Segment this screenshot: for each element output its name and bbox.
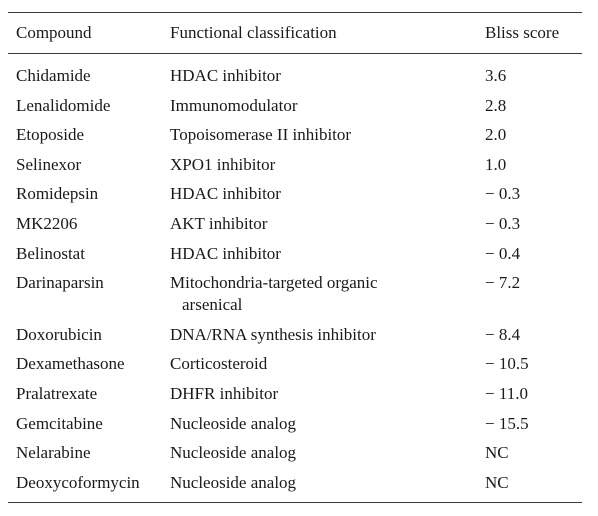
classification-text: DHFR inhibitor	[170, 383, 279, 403]
compound-cell: Etoposide	[16, 125, 84, 145]
table-row: Darinaparsin Mitochondria-targeted organi…	[8, 268, 582, 320]
bliss-score-cell: 1.0	[485, 154, 507, 174]
classification-cell: Mitochondria-targeted organic arsenical	[170, 272, 485, 316]
header-rule	[8, 53, 582, 54]
table-row: MK2206 AKT inhibitor − 0.3	[8, 209, 582, 239]
classification-text: HDAC inhibitor	[170, 66, 281, 85]
table-row: Romidepsin HDAC inhibitor − 0.3	[8, 179, 582, 209]
compound-table: Compound Functional classification Bliss…	[8, 12, 582, 503]
compound-cell: Selinexor	[16, 154, 82, 174]
compound-cell: Nelarabine	[16, 443, 91, 463]
bottom-rule	[8, 501, 582, 503]
compound-cell: Doxorubicin	[16, 324, 102, 344]
compound-cell: Pralatrexate	[16, 383, 98, 403]
classification-cell: HDAC inhibitor	[170, 183, 485, 205]
classification-text: HDAC inhibitor	[170, 243, 281, 263]
compound-cell: Belinostat	[16, 243, 85, 263]
table-row: Nelarabine Nucleoside analog NC	[8, 438, 582, 468]
table-row: Deoxycoformycin Nucleoside analog NC	[8, 468, 582, 502]
table-body: Chidamide HDAC inhibitor 3.6 Lenalidomide Im…	[8, 54, 582, 502]
bliss-score-cell: 3.6	[485, 66, 507, 85]
classification-cell: Corticosteroid	[170, 353, 485, 375]
compound-cell: Gemcitabine	[16, 413, 103, 433]
classification-cell: Nucleoside analog	[170, 472, 485, 494]
table-row: Pralatrexate DHFR inhibitor − 11.0	[8, 379, 582, 409]
classification-cell: DHFR inhibitor	[170, 383, 485, 405]
classification-text: Nucleoside analog	[170, 413, 297, 433]
classification-text: Corticosteroid	[170, 354, 268, 374]
bliss-score-cell: NC	[485, 443, 509, 463]
compound-cell: Chidamide	[16, 66, 91, 85]
classification-cell: HDAC inhibitor	[170, 65, 485, 87]
table-row: Gemcitabine Nucleoside analog − 15.5	[8, 409, 582, 439]
classification-text: HDAC inhibitor	[170, 184, 281, 204]
compound-cell: Lenalidomide	[16, 95, 111, 115]
table-row: Chidamide HDAC inhibitor 3.6	[8, 54, 582, 91]
header-compound: Compound	[16, 23, 92, 42]
top-rule	[8, 12, 582, 13]
table-row: Belinostat HDAC inhibitor − 0.4	[8, 239, 582, 269]
classification-text: Mitochondria-targeted organic	[170, 273, 378, 293]
classification-text: Nucleoside analog	[170, 472, 297, 492]
bliss-score-cell: 2.8	[485, 95, 507, 115]
bliss-score-cell: − 8.4	[485, 324, 521, 344]
bliss-score-cell: NC	[485, 472, 509, 492]
classification-text: Topoisomerase II inhibitor	[170, 125, 352, 145]
classification-cell: AKT inhibitor	[170, 213, 485, 235]
bliss-score-cell: − 15.5	[485, 413, 529, 433]
compound-cell: Darinaparsin	[16, 273, 104, 293]
bliss-score-cell: − 0.4	[485, 243, 521, 263]
bliss-score-cell: − 7.2	[485, 273, 521, 293]
classification-cell: Nucleoside analog	[170, 442, 485, 464]
bliss-score-cell: 2.0	[485, 125, 507, 145]
table-row: Doxorubicin DNA/RNA synthesis inhibitor − …	[8, 320, 582, 350]
header-score: Bliss score	[485, 23, 560, 42]
header-classification: Functional classification	[170, 23, 337, 42]
table-header: Compound Functional classification Bliss…	[8, 13, 582, 53]
classification-text: DNA/RNA synthesis inhibitor	[170, 324, 376, 344]
classification-cell: XPO1 inhibitor	[170, 154, 485, 176]
classification-cell: HDAC inhibitor	[170, 243, 485, 265]
compound-cell: MK2206	[16, 213, 78, 233]
table-row: Selinexor XPO1 inhibitor 1.0	[8, 150, 582, 180]
classification-cell: DNA/RNA synthesis inhibitor	[170, 324, 485, 346]
compound-cell: Dexamethasone	[16, 354, 125, 374]
classification-cell: Nucleoside analog	[170, 413, 485, 435]
bliss-score-cell: − 0.3	[485, 184, 521, 204]
compound-cell: Deoxycoformycin	[16, 472, 140, 492]
classification-text: Immunomodulator	[170, 95, 298, 115]
classification-cell: Topoisomerase II inhibitor	[170, 124, 485, 146]
bliss-score-cell: − 0.3	[485, 213, 521, 233]
table-row: Lenalidomide Immunomodulator 2.8	[8, 91, 582, 121]
bliss-score-cell: − 10.5	[485, 354, 529, 374]
bliss-score-cell: − 11.0	[485, 383, 528, 403]
classification-cell: Immunomodulator	[170, 95, 485, 117]
classification-text: AKT inhibitor	[170, 213, 268, 233]
compound-cell: Romidepsin	[16, 184, 99, 204]
table-row: Dexamethasone Corticosteroid − 10.5	[8, 349, 582, 379]
table-row: Etoposide Topoisomerase II inhibitor 2.0	[8, 120, 582, 150]
classification-text: Nucleoside analog	[170, 443, 297, 463]
classification-text: XPO1 inhibitor	[170, 154, 276, 174]
classification-text-continued: arsenical	[182, 295, 243, 315]
